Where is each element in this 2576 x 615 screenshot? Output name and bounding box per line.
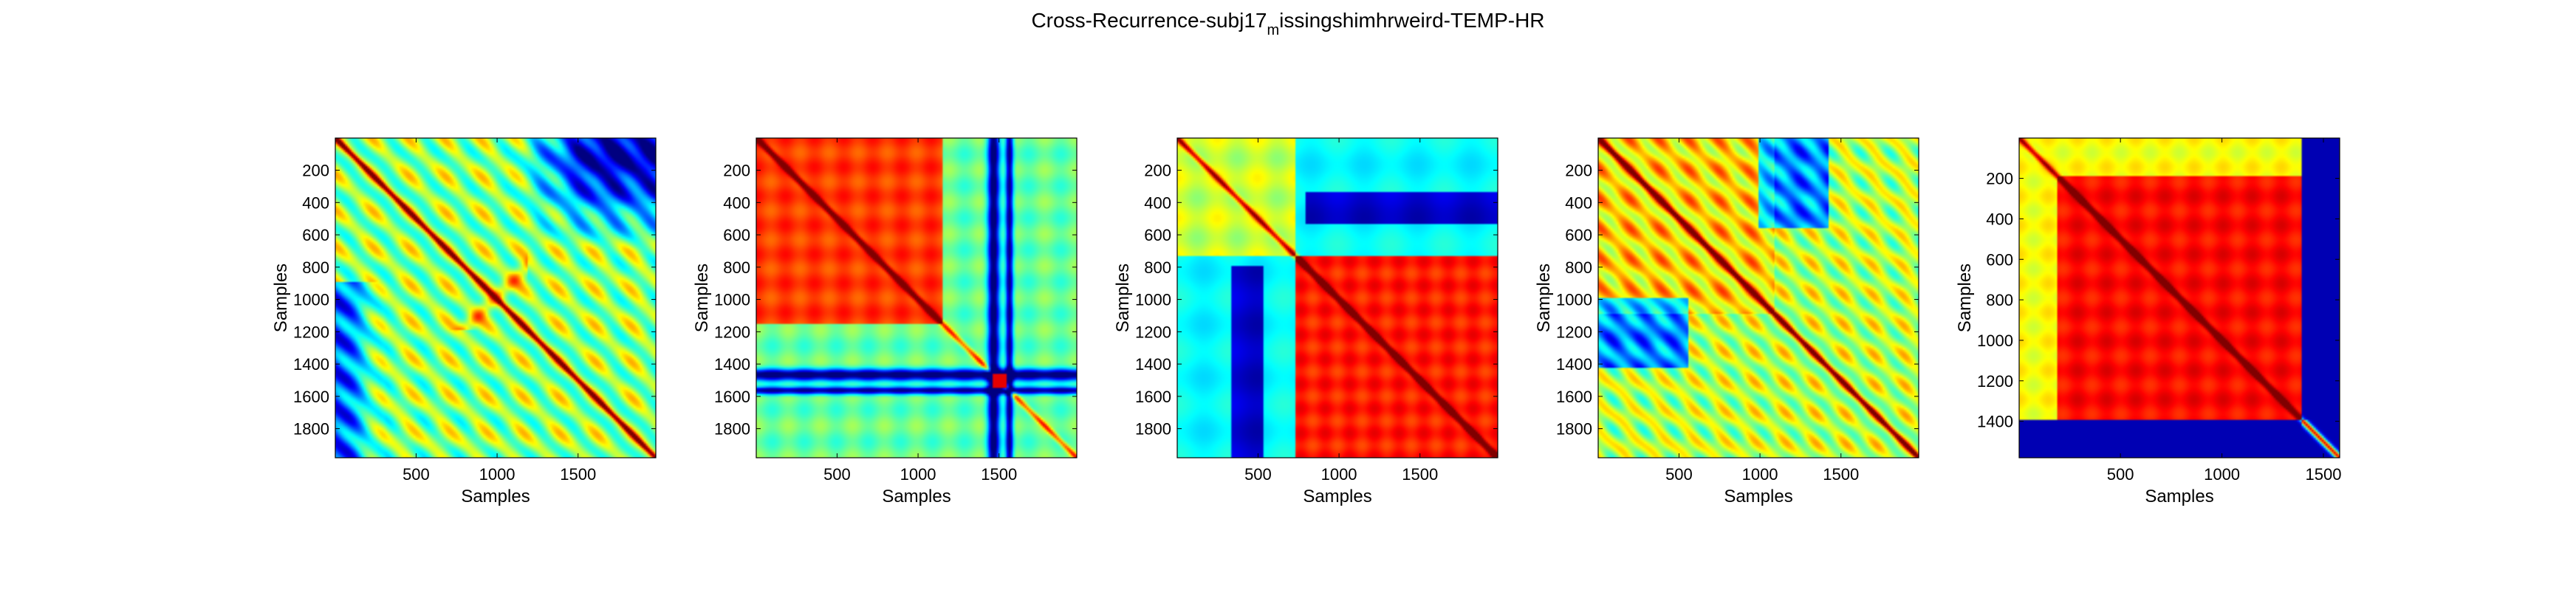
x-tick-label: 1500 <box>560 465 596 484</box>
y-tick-label: 600 <box>1986 250 2013 269</box>
y-tick-label: 1000 <box>1135 291 1171 309</box>
x-tick-label: 1000 <box>479 465 515 484</box>
y-tick-label: 1600 <box>1135 388 1171 406</box>
y-axis-label: Samples <box>1955 264 1975 332</box>
x-tick-label: 1500 <box>1823 465 1859 484</box>
y-tick-label: 800 <box>302 258 329 277</box>
y-tick-label: 600 <box>1144 226 1171 244</box>
y-tick-label: 1200 <box>1977 372 2013 391</box>
y-tick-label: 200 <box>1565 162 1592 180</box>
y-tick-label: 400 <box>723 193 750 212</box>
y-tick-label: 400 <box>1565 193 1592 212</box>
y-tick-label: 200 <box>1986 170 2013 188</box>
title-prefix: Cross-Recurrence-subj17 <box>1031 9 1267 32</box>
axes-box <box>335 137 657 458</box>
axes-box <box>1597 137 1919 458</box>
y-tick-label: 800 <box>723 258 750 277</box>
y-tick-label: 200 <box>723 162 750 180</box>
y-tick-label: 1400 <box>1556 355 1592 374</box>
y-tick-label: 1800 <box>293 420 329 439</box>
x-tick-label: 1500 <box>1402 465 1438 484</box>
title-subscript: m <box>1267 22 1280 38</box>
y-tick-label: 1400 <box>293 355 329 374</box>
y-tick-label: 800 <box>1986 291 2013 309</box>
y-axis-label: Samples <box>692 264 712 332</box>
y-tick-label: 800 <box>1144 258 1171 277</box>
y-tick-label: 600 <box>1565 226 1592 244</box>
figure-title: Cross-Recurrence-subj17missingshimhrweir… <box>0 6 2576 38</box>
recurrence-heatmap-image <box>335 138 656 458</box>
axes-box <box>756 137 1078 458</box>
y-tick-label: 1600 <box>293 388 329 406</box>
heatmap-panel-2: 500 1000 1500 200 400 600 800 1000 1200 1400 1600 1… <box>692 137 1078 506</box>
heatmap-panel-3: 500 1000 1500 200 400 600 800 1000 1200 1400 1600 1… <box>1113 137 1498 506</box>
y-tick-label: 200 <box>1144 162 1171 180</box>
y-tick-label: 1800 <box>714 420 750 439</box>
y-tick-label: 400 <box>1986 210 2013 228</box>
y-tick-label: 1200 <box>293 323 329 341</box>
y-tick-label: 1000 <box>1556 291 1592 309</box>
heatmap-panel-4: 500 1000 1500 200 400 600 800 1000 1200 1400 1600 1… <box>1534 137 1919 506</box>
recurrence-heatmap-image <box>1177 138 1498 458</box>
x-tick-label: 1500 <box>2306 465 2342 484</box>
title-suffix: issingshimhrweird-TEMP-HR <box>1279 9 1545 32</box>
x-tick-label: 500 <box>823 465 851 484</box>
y-tick-label: 1400 <box>714 355 750 374</box>
x-tick-label: 1000 <box>900 465 936 484</box>
y-tick-label: 1600 <box>1556 388 1592 406</box>
x-axis-label: Samples <box>1303 487 1371 506</box>
y-tick-label: 1800 <box>1135 420 1171 439</box>
axes-box <box>1176 137 1498 458</box>
y-tick-label: 1400 <box>1977 413 2013 431</box>
x-tick-label: 500 <box>402 465 430 484</box>
x-tick-label: 500 <box>1244 465 1272 484</box>
x-tick-label: 500 <box>2107 465 2134 484</box>
recurrence-heatmap-image <box>756 138 1077 458</box>
y-tick-label: 600 <box>723 226 750 244</box>
x-tick-label: 1000 <box>1321 465 1357 484</box>
heatmap-panel-5: 500 1000 1500 200 400 600 800 1000 1200 1400 Sampl… <box>1955 137 2342 506</box>
y-tick-label: 1000 <box>293 291 329 309</box>
y-tick-label: 1000 <box>1977 331 2013 350</box>
axes-box <box>2018 137 2340 458</box>
y-tick-label: 400 <box>302 193 329 212</box>
x-axis-label: Samples <box>2145 487 2213 506</box>
x-tick-label: 500 <box>1665 465 1693 484</box>
y-axis-label: Samples <box>271 264 291 332</box>
x-axis-label: Samples <box>882 487 950 506</box>
x-tick-label: 1000 <box>2204 465 2240 484</box>
x-tick-label: 1500 <box>981 465 1017 484</box>
x-axis-label: Samples <box>1724 487 1792 506</box>
y-tick-label: 1600 <box>714 388 750 406</box>
recurrence-heatmap-image <box>1598 138 1919 458</box>
y-tick-label: 1200 <box>1135 323 1171 341</box>
x-axis-label: Samples <box>461 487 530 506</box>
y-tick-label: 1200 <box>714 323 750 341</box>
y-axis-label: Samples <box>1113 264 1133 332</box>
y-tick-label: 600 <box>302 226 329 244</box>
y-tick-label: 1200 <box>1556 323 1592 341</box>
heatmap-panel-1: 500 1000 1500 200 400 600 800 1000 1200 1400 1600 1… <box>271 137 657 506</box>
recurrence-heatmap-image <box>2019 138 2340 458</box>
x-tick-label: 1000 <box>1742 465 1778 484</box>
y-axis-label: Samples <box>1534 264 1554 332</box>
y-tick-label: 400 <box>1144 193 1171 212</box>
y-tick-label: 1000 <box>714 291 750 309</box>
y-tick-label: 1800 <box>1556 420 1592 439</box>
y-tick-label: 1400 <box>1135 355 1171 374</box>
y-tick-label: 200 <box>302 162 329 180</box>
y-tick-label: 800 <box>1565 258 1592 277</box>
